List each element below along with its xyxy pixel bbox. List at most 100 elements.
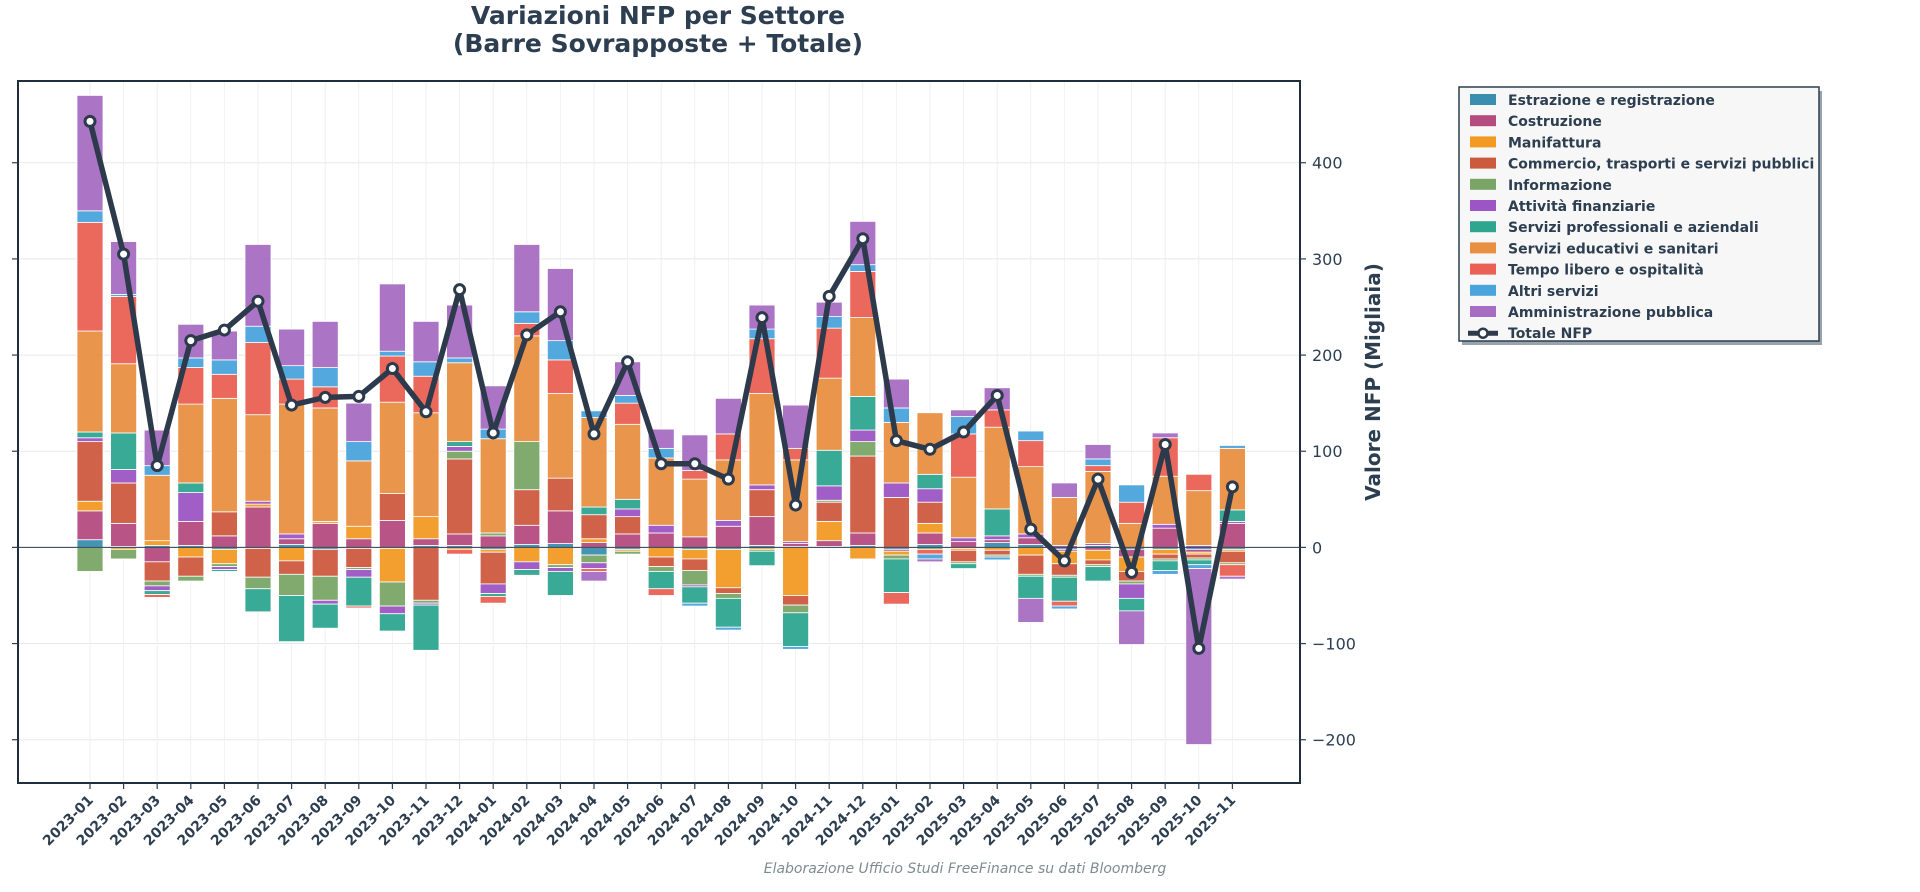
bar-segment (1084, 465, 1112, 472)
bar-segment (983, 542, 1011, 548)
bar-segment (950, 433, 977, 478)
legend-swatch (1470, 306, 1496, 317)
bar-segment (76, 500, 104, 512)
bar-segment (311, 407, 339, 522)
bar-segment (177, 575, 205, 582)
total-point (1225, 480, 1239, 494)
bar-segment (110, 469, 137, 484)
total-point (453, 283, 467, 297)
bar-segment (210, 569, 238, 572)
legend-swatch (1470, 221, 1496, 233)
bar-segment (983, 549, 1011, 556)
bar-segment (345, 569, 373, 578)
bar-segment (647, 524, 675, 534)
bar-segment (748, 550, 776, 567)
bar-segment (983, 508, 1011, 537)
bar-segment (547, 567, 574, 572)
bar-segment (1084, 566, 1112, 582)
bar-segment (1219, 564, 1246, 577)
bar-segment (950, 563, 977, 569)
bar-segment (378, 283, 406, 352)
bar-segment (345, 441, 373, 462)
bar-segment (76, 437, 104, 443)
total-point (957, 425, 971, 439)
bar-segment (177, 403, 205, 484)
bar-segment (177, 546, 205, 558)
bar-segment (177, 556, 205, 577)
bar-segment (782, 543, 809, 547)
bar-segment (345, 547, 373, 568)
bar-segment (278, 328, 306, 367)
bar-segment (1017, 597, 1045, 623)
bar-segment (210, 359, 238, 375)
bar-segment (883, 550, 910, 556)
bar-segment (1151, 553, 1179, 560)
bar-segment (547, 393, 574, 479)
total-point (553, 305, 567, 319)
bar-segment (1118, 597, 1145, 612)
bar-segment (76, 539, 104, 548)
bar-segment (378, 547, 406, 583)
total-point (486, 426, 500, 440)
legend-total-marker (1477, 327, 1489, 339)
bar-segment (647, 546, 675, 558)
legend-label: Tempo libero e ospitalità (1508, 263, 1704, 279)
legend-swatch (1470, 115, 1496, 127)
bar-segment (143, 594, 171, 598)
bar-segment (210, 373, 238, 399)
bar-segment (1017, 575, 1045, 599)
bar-segment (446, 548, 474, 555)
bar-segment (513, 335, 541, 443)
bar-segment (849, 317, 877, 397)
bar-segment (244, 342, 272, 416)
bar-segment (412, 538, 440, 546)
total-point (688, 457, 702, 471)
bar-segment (513, 441, 541, 491)
bar-segment (547, 546, 574, 566)
bar-segment (614, 498, 641, 510)
legend-label: Manifattura (1508, 135, 1601, 151)
bar-segment (479, 551, 507, 585)
total-layer (83, 114, 1239, 655)
bar-segment (916, 548, 944, 555)
bar-segment (210, 566, 238, 570)
bar-segment (1118, 610, 1145, 645)
bar-segment (1084, 444, 1112, 460)
total-point (184, 334, 198, 348)
bar-segment (479, 596, 507, 604)
bar-segment (244, 576, 272, 590)
legend-label: Commercio, trasporti e servizi pubblici (1508, 157, 1814, 173)
bar-segment (278, 546, 306, 562)
legend-label: Servizi educativi e sanitari (1508, 241, 1719, 257)
bar-segment (345, 576, 373, 607)
total-point (520, 328, 534, 342)
bar-segment (547, 359, 574, 394)
bar-segment (580, 538, 608, 543)
bar-segment (580, 562, 608, 569)
bar-segment (849, 532, 877, 546)
bar-segment (849, 546, 877, 560)
bar-segment (412, 604, 440, 651)
total-point (217, 323, 231, 337)
legend-swatch (1470, 157, 1496, 169)
bar-segment (278, 595, 306, 643)
bar-segment (110, 432, 137, 470)
bar-segment (446, 458, 474, 535)
bar-segment (143, 585, 171, 592)
bar-segment (378, 605, 406, 615)
bar-segment (547, 477, 574, 512)
bar-segment (278, 573, 306, 596)
bar-segment (715, 593, 742, 599)
bar-segment (311, 603, 339, 629)
bar-segment (1051, 576, 1078, 602)
bar-segment (983, 556, 1011, 561)
bar-segment (210, 548, 238, 565)
total-point (923, 442, 937, 456)
bar-segment (143, 546, 171, 563)
bar-segment (1051, 605, 1078, 610)
bar-segment (76, 221, 104, 332)
bar-segment (210, 397, 238, 513)
bar-segment (479, 548, 507, 553)
bar-segment (815, 485, 843, 501)
bar-segment (782, 646, 809, 650)
